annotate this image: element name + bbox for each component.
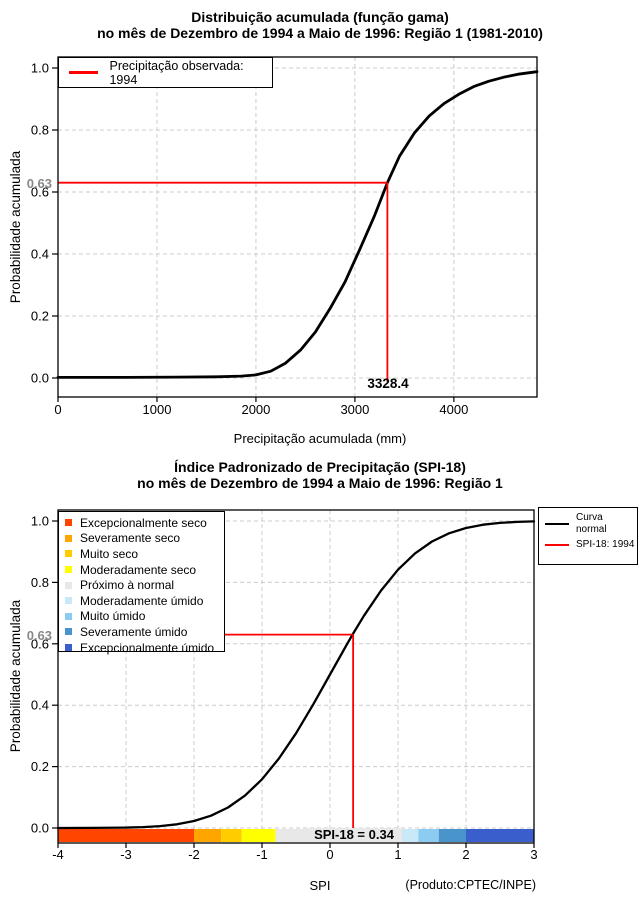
svg-text:-1: -1 [256, 847, 268, 862]
legend-category-label: Moderadamente seco [80, 562, 197, 577]
legend-category-label: Próximo à normal [80, 578, 175, 593]
chart1-precipitation-marker-label: 3328.4 [367, 376, 409, 391]
red-line-swatch-icon [545, 543, 569, 547]
legend-category-label: Muito seco [80, 546, 139, 561]
legend-category-item: Próximo à normal [65, 577, 224, 593]
legend-item-spi-1994-label: SPI-18: 1994 [576, 539, 635, 550]
legend-item-spi-1994: SPI-18: 1994 [545, 539, 637, 551]
svg-text:4000: 4000 [439, 402, 468, 417]
svg-text:2: 2 [462, 847, 469, 862]
chart1-title: Distribuição acumulada (função gama) [191, 9, 449, 25]
chart2-subtitle: no mês de Dezembro de 1994 a Maio de 199… [137, 475, 503, 491]
legend-category-item: Excepcionalmente seco [65, 515, 224, 531]
chart1-legend: Precipitação observada: 1994 [58, 57, 273, 88]
svg-text:1.0: 1.0 [31, 514, 49, 529]
legend-category-item: Moderadamente seco [65, 562, 224, 578]
svg-text:1000: 1000 [143, 402, 172, 417]
legend-category-label: Severamente seco [80, 531, 181, 546]
chart2-probability-marker-label: 0.63 [26, 628, 52, 643]
chart2-x-axis-title: SPI [309, 878, 331, 893]
legend-category-item: Moderadamente úmido [65, 593, 224, 609]
svg-text:0.8: 0.8 [31, 123, 49, 138]
svg-text:3: 3 [530, 847, 537, 862]
category-color-swatch-icon [65, 534, 72, 542]
legend-item-normal-curve: Curva normal [545, 512, 637, 536]
legend-item-normal-curve-label: Curva normal [576, 512, 607, 535]
svg-text:0.0: 0.0 [31, 371, 49, 386]
svg-text:1.0: 1.0 [31, 61, 49, 76]
category-color-swatch-icon [65, 644, 72, 652]
category-color-swatch-icon [65, 612, 72, 620]
chart2-y-axis-title: Probabilidade acumulada [8, 599, 23, 753]
chart1-y-axis-title: Probabilidade acumulada [8, 150, 23, 304]
svg-text:0.2: 0.2 [31, 759, 49, 774]
svg-text:0.4: 0.4 [31, 247, 49, 262]
spi-category-legend: Excepcionalmente seco Severamente seco Mui… [58, 511, 225, 655]
svg-text:0.0: 0.0 [31, 821, 49, 836]
chart2-title: Índice Padronizado de Precipitação (SPI-… [174, 459, 466, 475]
svg-text:0: 0 [54, 402, 61, 417]
svg-text:3000: 3000 [340, 402, 369, 417]
svg-text:2000: 2000 [241, 402, 270, 417]
legend-category-label: Severamente úmido [80, 624, 188, 639]
svg-text:-3: -3 [120, 847, 132, 862]
legend-category-label: Moderadamente úmido [80, 593, 204, 608]
black-line-swatch-icon [545, 522, 569, 526]
legend-category-label: Excepcionalmente úmido [80, 640, 215, 655]
svg-text:0.6: 0.6 [31, 636, 49, 651]
spi-value-label: SPI-18 = 0.34 [306, 828, 402, 842]
legend-category-label: Muito úmido [80, 609, 146, 624]
product-credit: (Produto:CPTEC/INPE) [405, 878, 536, 892]
category-color-swatch-icon [65, 597, 72, 605]
legend-category-item: Excepcionalmente úmido [65, 640, 224, 656]
svg-text:1: 1 [394, 847, 401, 862]
svg-text:0.6: 0.6 [31, 185, 49, 200]
chart1-x-axis-title: Precipitação acumulada (mm) [233, 431, 407, 446]
chart1-probability-marker-label: 0.63 [26, 176, 52, 191]
svg-text:0.2: 0.2 [31, 309, 49, 324]
legend-category-item: Severamente úmido [65, 624, 224, 640]
svg-text:0: 0 [326, 847, 333, 862]
chart1-legend-label: Precipitação observada: 1994 [109, 58, 244, 87]
svg-text:0.4: 0.4 [31, 698, 49, 713]
chart1-subtitle: no mês de Dezembro de 1994 a Maio de 199… [97, 25, 543, 41]
category-color-swatch-icon [65, 581, 72, 589]
category-color-swatch-icon [65, 550, 72, 558]
red-line-swatch-icon [69, 71, 99, 74]
legend-category-item: Severamente seco [65, 531, 224, 547]
svg-text:-4: -4 [52, 847, 64, 862]
svg-text:-2: -2 [188, 847, 200, 862]
category-color-swatch-icon [65, 628, 72, 636]
legend-category-item: Muito seco [65, 546, 224, 562]
chart2-line-legend: Curva normal SPI-18: 1994 [538, 507, 638, 565]
svg-text:0.8: 0.8 [31, 575, 49, 590]
legend-category-label: Excepcionalmente seco [80, 515, 207, 530]
legend-category-item: Muito úmido [65, 609, 224, 625]
category-color-swatch-icon [65, 519, 72, 527]
category-color-swatch-icon [65, 566, 72, 574]
